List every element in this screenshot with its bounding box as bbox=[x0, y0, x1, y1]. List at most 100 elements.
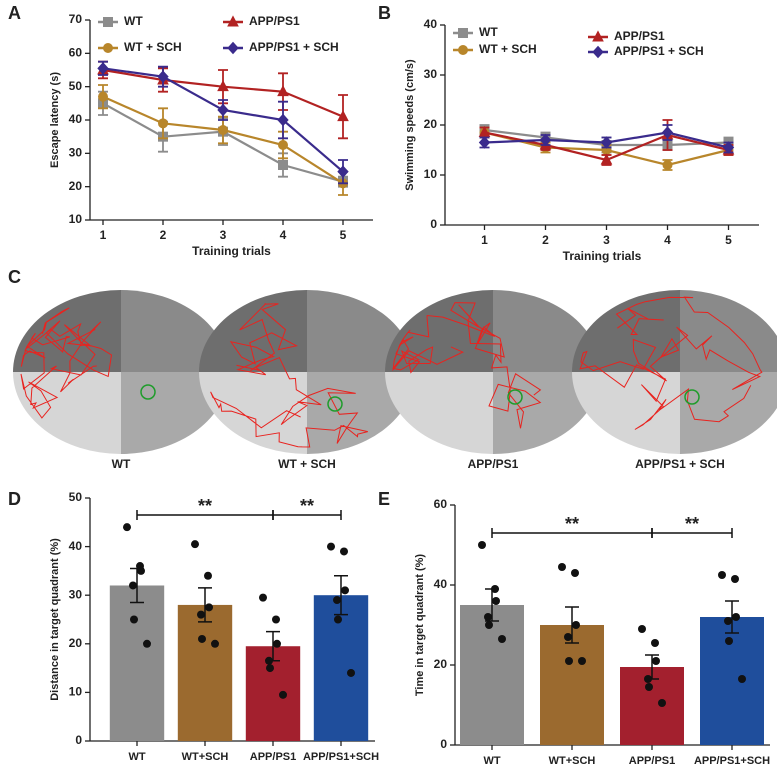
significance-label: ** bbox=[565, 514, 579, 534]
quadrants bbox=[199, 290, 415, 454]
data-dot bbox=[498, 635, 506, 643]
x-tick-label: 3 bbox=[220, 228, 227, 242]
quadrant bbox=[199, 372, 307, 454]
bar bbox=[700, 617, 764, 745]
x-tick-label: WT+SCH bbox=[182, 751, 229, 763]
legend-marker bbox=[458, 28, 468, 38]
legend-marker bbox=[103, 17, 113, 27]
significance-label: ** bbox=[300, 496, 314, 516]
y-axis-label: Swimming speeds (cm/s) bbox=[404, 59, 416, 191]
data-point bbox=[217, 103, 229, 117]
legend-marker bbox=[458, 45, 468, 55]
x-tick-label: 4 bbox=[664, 233, 671, 247]
bar bbox=[620, 667, 684, 745]
x-tick-label: WT bbox=[128, 751, 145, 763]
data-dot bbox=[725, 637, 733, 645]
quadrants bbox=[13, 290, 229, 454]
panel-letter: D bbox=[8, 489, 21, 509]
data-point bbox=[98, 91, 108, 102]
swim-path bbox=[20, 307, 113, 419]
legend-label: APP/PS1 bbox=[249, 14, 300, 28]
data-point bbox=[478, 136, 491, 149]
y-tick-label: 30 bbox=[69, 146, 83, 160]
data-point bbox=[158, 118, 168, 129]
legend-label: APP/PS1 bbox=[614, 29, 665, 43]
data-dot bbox=[265, 656, 273, 665]
x-tick-label: 5 bbox=[725, 233, 732, 247]
swim-path-image bbox=[385, 290, 601, 454]
data-dot bbox=[564, 633, 572, 641]
image-label: APP/PS1 bbox=[468, 457, 519, 471]
data-dot bbox=[204, 571, 212, 580]
x-tick-label: APP/PS1 bbox=[629, 755, 675, 767]
y-axis-label: Time in target quadrant (%) bbox=[414, 554, 426, 697]
data-dot bbox=[578, 657, 586, 665]
data-dot bbox=[327, 542, 335, 551]
y-tick-label: 30 bbox=[424, 67, 438, 81]
data-dot bbox=[334, 615, 342, 624]
x-tick-label: 5 bbox=[340, 228, 347, 242]
data-dot bbox=[259, 593, 267, 602]
x-tick-label: APP/PS1 bbox=[250, 751, 296, 763]
legend-label: WT bbox=[479, 25, 498, 39]
x-tick-label: 1 bbox=[100, 228, 107, 242]
y-axis-label: Escape latency (s) bbox=[49, 72, 61, 168]
y-tick-label: 50 bbox=[69, 79, 83, 93]
quadrant bbox=[199, 290, 307, 372]
data-dot bbox=[129, 581, 137, 590]
significance-bracket bbox=[272, 510, 342, 521]
data-dot bbox=[341, 586, 349, 595]
y-tick-label: 20 bbox=[69, 636, 83, 650]
legend-label: WT bbox=[124, 14, 143, 28]
platform bbox=[327, 396, 343, 412]
quadrant bbox=[385, 372, 493, 454]
data-point bbox=[337, 165, 349, 178]
y-tick-label: 30 bbox=[69, 587, 83, 601]
x-tick-label: 4 bbox=[280, 228, 287, 242]
y-tick-label: 70 bbox=[69, 12, 83, 26]
data-dot bbox=[492, 597, 500, 605]
error-bar bbox=[198, 587, 212, 623]
legend-label: APP/PS1 + SCH bbox=[614, 44, 704, 58]
data-point bbox=[277, 113, 289, 127]
platform bbox=[684, 389, 700, 405]
y-tick-label: 40 bbox=[424, 17, 438, 31]
swim-path-image bbox=[572, 290, 777, 454]
significance-label: ** bbox=[198, 496, 212, 516]
data-point bbox=[277, 85, 289, 97]
data-dot bbox=[266, 664, 274, 673]
data-dot bbox=[645, 683, 653, 691]
y-tick-label: 40 bbox=[69, 112, 83, 126]
data-dot bbox=[340, 547, 348, 556]
swim-path bbox=[210, 303, 368, 448]
legend-marker bbox=[592, 45, 604, 59]
data-dot bbox=[571, 569, 579, 577]
platform bbox=[140, 384, 156, 400]
panel-letter: C bbox=[8, 267, 21, 287]
y-tick-label: 20 bbox=[69, 179, 83, 193]
panel-letter: E bbox=[378, 489, 390, 509]
quadrant bbox=[680, 372, 777, 454]
bar bbox=[460, 605, 524, 745]
x-tick-label: 2 bbox=[542, 233, 549, 247]
data-dot bbox=[143, 639, 151, 648]
data-dot bbox=[558, 563, 566, 571]
data-dot bbox=[478, 541, 486, 549]
data-point bbox=[97, 62, 109, 75]
platform bbox=[507, 389, 523, 405]
y-tick-label: 10 bbox=[69, 212, 83, 226]
data-dot bbox=[123, 523, 131, 532]
data-dot bbox=[724, 617, 732, 625]
legend-marker bbox=[592, 30, 604, 42]
legend-marker bbox=[227, 41, 239, 55]
y-tick-label: 10 bbox=[69, 685, 83, 699]
y-tick-label: 50 bbox=[69, 490, 83, 504]
quadrant bbox=[680, 290, 777, 372]
data-dot bbox=[347, 668, 355, 677]
significance-bracket bbox=[651, 528, 733, 538]
y-tick-label: 60 bbox=[69, 46, 83, 60]
x-tick-label: 2 bbox=[160, 228, 167, 242]
legend-marker bbox=[103, 43, 113, 53]
data-dot bbox=[130, 615, 138, 624]
